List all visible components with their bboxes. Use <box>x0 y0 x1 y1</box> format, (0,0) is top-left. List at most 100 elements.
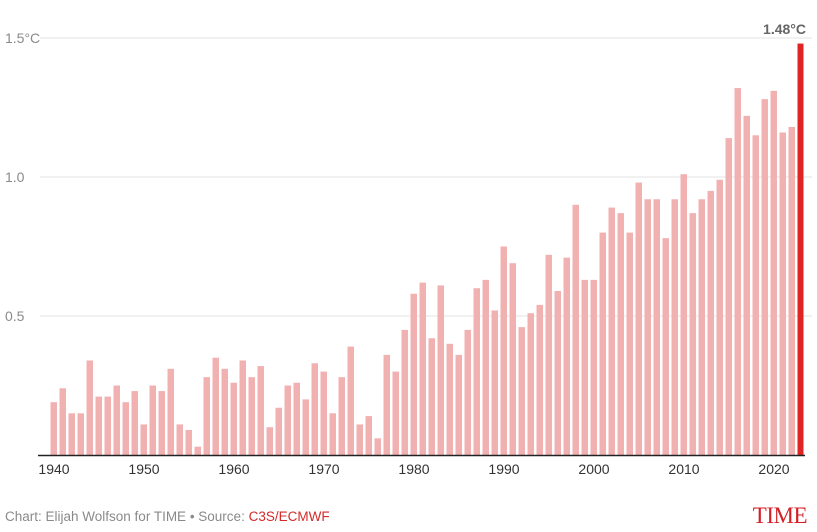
bar-2013 <box>707 190 714 455</box>
bar-1961 <box>239 360 246 455</box>
y-tick-label: 1.0 <box>5 169 25 185</box>
bar-1970 <box>320 371 327 455</box>
bar-1984 <box>446 343 453 455</box>
bar-2017 <box>743 115 750 455</box>
bar-1978 <box>392 371 399 455</box>
bar-1955 <box>185 429 192 455</box>
bar-2020 <box>770 90 777 455</box>
value-annotation: 1.48°C <box>763 21 806 37</box>
bar-1997 <box>563 257 570 455</box>
bar-1996 <box>554 290 561 455</box>
bar-1968 <box>302 399 309 455</box>
bar-2007 <box>653 199 660 455</box>
bar-1980 <box>410 293 417 455</box>
bar-1954 <box>176 424 183 455</box>
bar-1946 <box>104 396 111 455</box>
bar-1966 <box>284 385 291 455</box>
bar-1988 <box>482 279 489 455</box>
bar-1975 <box>365 416 372 455</box>
x-tick-label: 2020 <box>758 461 789 477</box>
x-tick-label: 1950 <box>128 461 159 477</box>
bar-2016 <box>734 88 741 455</box>
bar-1995 <box>545 254 552 455</box>
bar-1987 <box>473 288 480 455</box>
bar-1981 <box>419 282 426 455</box>
bar-1971 <box>329 413 336 455</box>
bar-1979 <box>401 329 408 455</box>
bar-2018 <box>752 135 759 456</box>
bar-2012 <box>698 199 705 455</box>
x-tick-label: 1980 <box>398 461 429 477</box>
bar-2008 <box>662 238 669 455</box>
bar-2006 <box>644 199 651 455</box>
bar-1943 <box>77 413 84 455</box>
bar-1957 <box>203 377 210 455</box>
bar-1989 <box>491 310 498 455</box>
x-tick-label: 1940 <box>38 461 69 477</box>
bar-1964 <box>266 427 273 455</box>
bar-1962 <box>248 377 255 455</box>
bar-1965 <box>275 407 282 455</box>
bar-2005 <box>635 182 642 455</box>
bar-2011 <box>689 213 696 455</box>
bar-1993 <box>527 313 534 455</box>
bar-1983 <box>437 285 444 455</box>
bar-1945 <box>95 396 102 455</box>
credit-text: Chart: Elijah Wolfson for TIME • Source: <box>5 509 249 524</box>
bar-2001 <box>599 232 606 455</box>
bar-1952 <box>158 391 165 455</box>
x-tick-label: 1960 <box>218 461 249 477</box>
bar-1972 <box>338 377 345 455</box>
bar-2019 <box>761 99 768 455</box>
bar-1985 <box>455 354 462 455</box>
x-tick-label: 2010 <box>668 461 699 477</box>
bar-1976 <box>374 438 381 455</box>
bar-2010 <box>680 174 687 455</box>
bar-2004 <box>626 232 633 455</box>
bar-1944 <box>86 360 93 455</box>
source-link[interactable]: C3S/ECMWF <box>248 509 330 524</box>
bar-2015 <box>725 138 732 455</box>
bar-1974 <box>356 424 363 455</box>
bar-1953 <box>167 368 174 455</box>
chart-credit: Chart: Elijah Wolfson for TIME • Source:… <box>5 509 330 524</box>
bar-1963 <box>257 366 264 455</box>
bar-2014 <box>716 179 723 455</box>
bar-2002 <box>608 207 615 455</box>
bar-1947 <box>113 385 120 455</box>
bar-2000 <box>590 279 597 455</box>
bar-1992 <box>518 327 525 455</box>
bar-1959 <box>221 368 228 455</box>
bar-1973 <box>347 346 354 455</box>
bar-1991 <box>509 263 516 455</box>
x-tick-label: 2000 <box>578 461 609 477</box>
x-tick-label: 1970 <box>308 461 339 477</box>
bar-1940 <box>50 402 57 455</box>
bar-1941 <box>59 388 66 455</box>
bar-1960 <box>230 382 237 455</box>
bar-1950 <box>140 424 147 455</box>
y-tick-label: 1.5°C <box>5 30 40 46</box>
bar-1969 <box>311 363 318 455</box>
bar-1982 <box>428 338 435 455</box>
bar-1999 <box>581 279 588 455</box>
bar-1948 <box>122 402 129 455</box>
bar-1942 <box>68 413 75 455</box>
time-logo: TIME <box>752 503 808 528</box>
bar-2021 <box>779 132 786 455</box>
bar-1986 <box>464 329 471 455</box>
x-tick-label: 1990 <box>488 461 519 477</box>
bar-2009 <box>671 199 678 455</box>
bar-1958 <box>212 357 219 455</box>
bar-chart: 0.5 1.0 1.5°C 1940 1950 1960 1970 1980 1990 2000 2… <box>5 21 812 477</box>
bar-1990 <box>500 246 507 455</box>
bar-1949 <box>131 391 138 455</box>
bar-1994 <box>536 304 543 455</box>
bar-1951 <box>149 385 156 455</box>
bar-2023 <box>797 43 804 456</box>
bar-1967 <box>293 382 300 455</box>
bar-2003 <box>617 213 624 455</box>
y-tick-label: 0.5 <box>5 308 25 324</box>
bar-1998 <box>572 204 579 455</box>
bar-1956 <box>194 446 201 455</box>
